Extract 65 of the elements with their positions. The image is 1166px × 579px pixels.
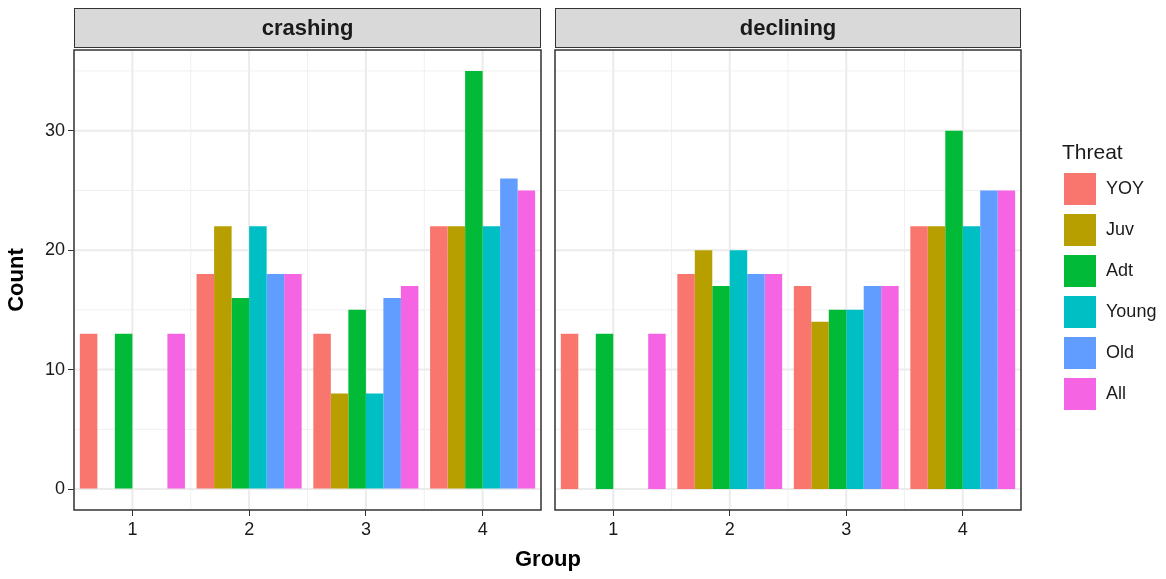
bar [712,285,730,490]
legend-label: All [1106,383,1127,404]
bar [167,333,185,489]
x-tick-label: 2 [724,518,735,539]
bar [863,285,882,490]
bar [79,333,98,489]
bar [560,333,579,490]
legend-label: Old [1106,342,1135,363]
bar [962,226,981,490]
chart-title: declining [555,8,1021,48]
bar [330,393,349,489]
x-tick-label: 1 [127,518,138,539]
bar [348,309,366,489]
legend-label: YOY [1106,178,1145,199]
bar [927,226,946,490]
bar [793,285,812,490]
bar [677,274,695,490]
bar [881,285,899,490]
x-tick-label: 4 [477,518,488,539]
x-tick-label: 3 [360,518,371,539]
bar [447,226,466,489]
x-tick-label: 3 [841,518,852,539]
bar [846,309,864,490]
bar [500,178,518,489]
bar [980,190,998,490]
bar [430,226,448,489]
y-tick-label: 30 [44,119,65,140]
bar [729,250,748,490]
bar [910,226,928,490]
bar [249,226,267,489]
bar [465,70,483,489]
y-tick-label: 10 [44,358,65,379]
y-tick-label: 20 [44,239,65,260]
bar [747,274,765,490]
legend-label: Young [1106,301,1157,322]
bar [231,297,250,489]
bar [383,297,401,489]
chart-title: crashing [74,8,541,48]
bar [196,274,215,489]
x-axis-title: Group [515,546,581,572]
bar [284,274,302,489]
legend-label: Juv [1106,219,1135,240]
bar [214,226,232,489]
x-tick-label: 1 [608,518,619,539]
bar [764,274,783,490]
legend-label: Adt [1106,260,1134,281]
bar [694,250,713,490]
bar [266,274,285,489]
bar [997,190,1016,490]
legend-title: Threat [1062,140,1124,164]
x-tick-label: 4 [957,518,968,539]
bar [517,190,536,489]
bar [811,321,829,490]
bar [365,393,384,489]
y-axis-title: Count [3,247,29,312]
y-tick-label: 0 [54,478,65,499]
bar [595,333,614,490]
bar [828,309,847,490]
bar [482,226,501,489]
bar [313,333,331,489]
bar [945,130,963,490]
bar [400,285,419,489]
bar [114,333,133,489]
x-tick-label: 2 [244,518,255,539]
bar [648,333,666,490]
